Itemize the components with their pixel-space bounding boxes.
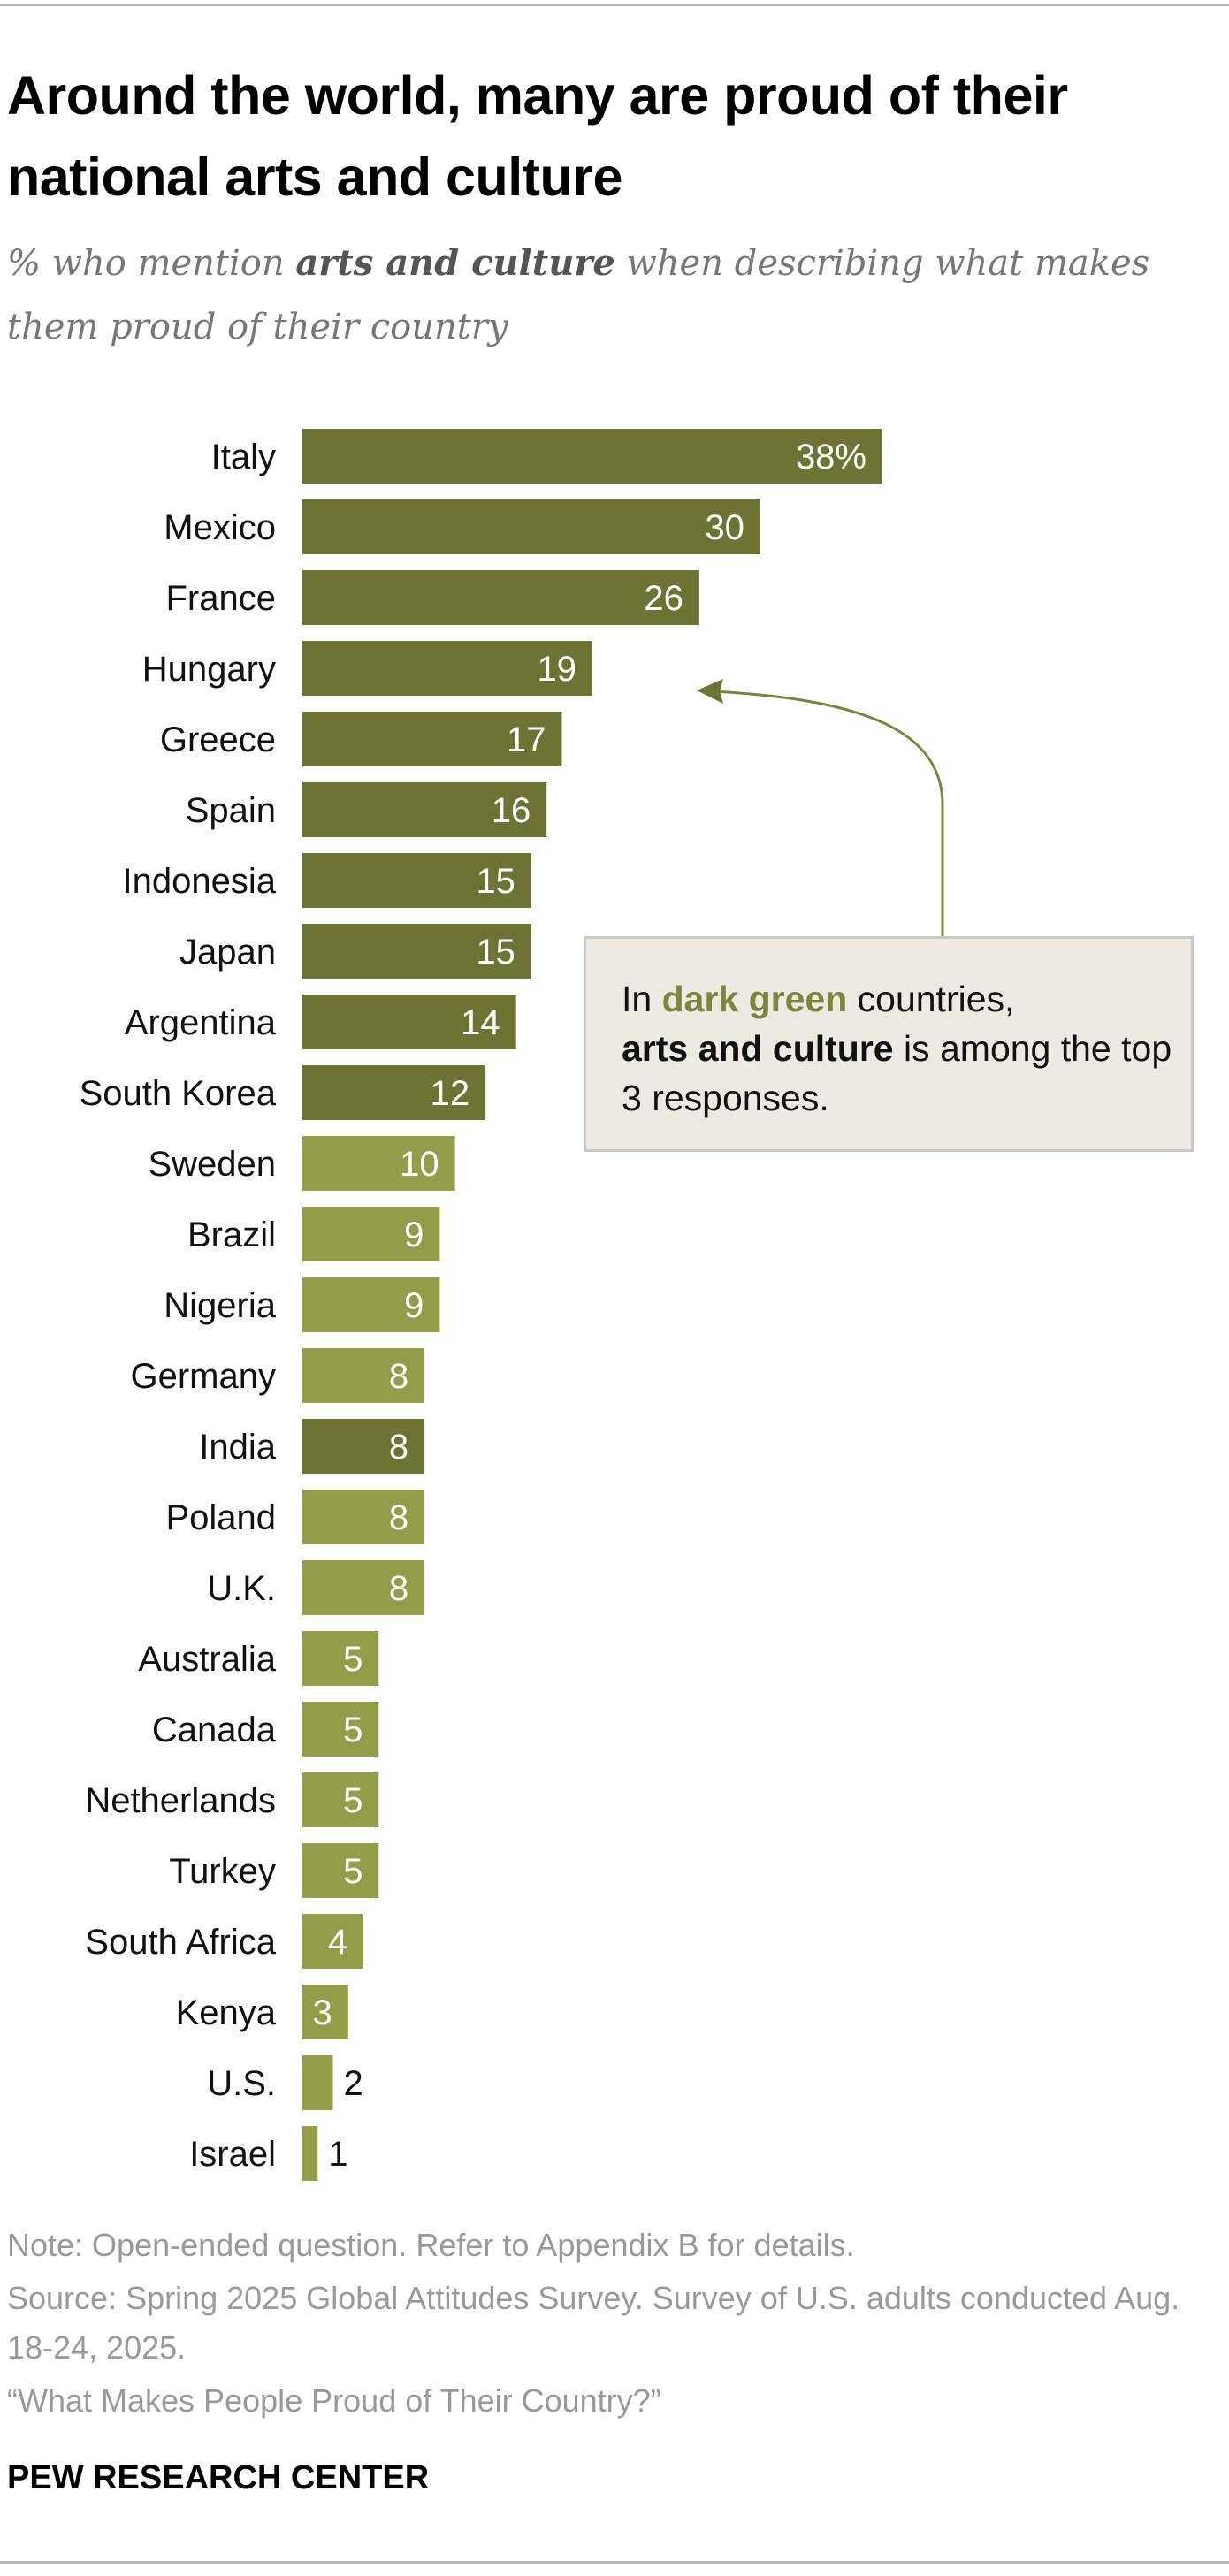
bar [302,1348,425,1403]
value-label: 14 [461,1003,500,1042]
value-label: 15 [476,933,515,972]
bar [302,1490,425,1544]
callout-text-end: is among the top 3 responses. [622,1028,1172,1118]
subtitle-bold: arts and culture [295,242,615,284]
category-label: Poland [165,1498,276,1537]
bar [302,1631,379,1686]
value-label: 8 [389,1569,408,1608]
category-label: Japan [179,933,276,972]
bar [302,1843,379,1898]
category-label: Indonesia [123,862,277,901]
category-label: Israel [189,2135,276,2174]
value-label: 26 [644,579,683,618]
category-label: Kenya [176,1993,277,2032]
category-label: South Korea [80,1074,277,1113]
bar [302,499,760,554]
category-label: Australia [138,1640,276,1679]
value-label: 1 [328,2135,347,2174]
value-label: 15 [476,862,515,901]
callout-arrow-line [711,690,944,937]
value-label: 5 [343,1781,363,1820]
callout-highlight: dark green [661,979,848,1019]
value-label: 9 [404,1216,424,1254]
value-label: 17 [507,720,546,759]
value-label: 38% [796,438,866,476]
category-label: U.K. [207,1569,276,1608]
value-label: 5 [343,1640,363,1679]
bar [302,2055,333,2110]
value-label: 30 [705,508,744,547]
value-label: 2 [344,2064,363,2103]
value-label: 8 [389,1357,408,1396]
note-text: Note: Open-ended question. Refer to Appe… [7,2227,855,2263]
chart-subtitle: % who mention arts and culture when desc… [7,232,1218,359]
value-label: 5 [343,1852,363,1891]
callout-text-mid: countries, [847,979,1015,1019]
category-label: Greece [160,720,276,759]
category-label: France [166,579,277,618]
brand-logo-text: PEW RESEARCH CENTER [7,2459,430,2496]
value-label: 8 [389,1498,408,1537]
category-label: India [199,1428,276,1467]
bar [302,995,516,1049]
bar [302,1277,440,1332]
bar [302,641,592,696]
report-title: “What Makes People Proud of Their Countr… [7,2382,661,2419]
bar [302,570,699,625]
category-label: Argentina [125,1003,277,1042]
bar [302,2126,318,2181]
bar [302,1702,379,1757]
callout-bold: arts and culture [622,1028,894,1069]
subtitle-text: % who mention [7,243,296,284]
bar [302,712,562,766]
value-label: 3 [313,1993,332,2032]
bar [302,1136,455,1191]
category-label: Netherlands [85,1781,276,1820]
callout-arrow-head [697,679,723,704]
value-label: 5 [343,1711,363,1749]
bar [302,1772,379,1827]
callout-text: In [622,979,662,1019]
category-label: Spain [186,791,276,830]
bar [302,429,882,484]
value-label: 9 [404,1286,424,1325]
category-label: Sweden [148,1145,276,1184]
category-label: Brazil [187,1216,276,1254]
bar [302,1985,348,2039]
category-label: Mexico [164,508,276,547]
top-rule [0,4,1229,6]
bar [302,1207,440,1261]
category-label: Canada [152,1711,277,1749]
category-label: Hungary [142,650,276,689]
value-label: 12 [431,1074,470,1113]
category-label: Italy [211,438,276,476]
bar [302,782,547,837]
value-label: 19 [538,650,577,689]
category-label: Germany [131,1357,277,1396]
category-label: South Africa [85,1923,276,1962]
subtitle-text-end: when describing what makes them proud of… [7,243,1150,347]
value-label: 4 [328,1923,347,1962]
bar [302,924,531,979]
category-label: Nigeria [164,1286,276,1325]
bar [302,1419,425,1474]
category-label: U.S. [207,2064,276,2103]
value-label: 16 [492,791,531,830]
bar [302,1065,486,1120]
source-text: Source: Spring 2025 Global Attitudes Sur… [7,2280,1180,2366]
bar [302,1914,364,1969]
bar [302,1560,425,1615]
value-label: 10 [400,1145,439,1184]
chart-title: Around the world, many are proud of thei… [7,65,1068,207]
bar [302,853,531,908]
category-label: Turkey [169,1852,276,1891]
bottom-rule [0,2561,1229,2564]
value-label: 8 [389,1428,408,1467]
callout-box: In dark green countries, arts and cultur… [584,936,1194,1152]
